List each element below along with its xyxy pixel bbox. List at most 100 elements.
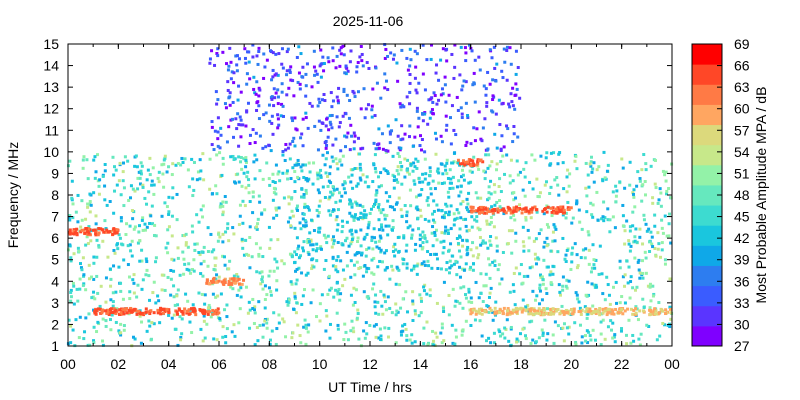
data-point — [625, 259, 629, 263]
data-point — [144, 273, 148, 277]
colorbar-tick-label: 36 — [734, 273, 750, 289]
data-point — [108, 307, 112, 311]
data-point — [284, 142, 288, 146]
data-point — [306, 126, 310, 130]
data-point — [388, 141, 392, 145]
y-tick-label: 11 — [44, 122, 59, 138]
data-point — [439, 240, 443, 244]
data-point — [523, 175, 527, 179]
data-point — [304, 84, 308, 88]
data-point — [587, 185, 591, 189]
data-point — [210, 143, 214, 147]
data-point — [208, 187, 212, 191]
data-point — [175, 294, 179, 298]
data-point — [476, 160, 480, 164]
data-point — [355, 260, 359, 264]
data-point — [82, 337, 86, 341]
data-point — [635, 307, 639, 311]
data-point — [302, 240, 306, 244]
data-point — [493, 132, 497, 136]
data-point — [317, 97, 321, 101]
data-point — [240, 184, 244, 188]
data-point — [274, 163, 278, 167]
data-point — [362, 213, 366, 217]
data-point — [578, 310, 582, 314]
data-point — [99, 227, 103, 231]
data-point — [71, 328, 75, 332]
data-point — [221, 200, 225, 204]
data-point — [324, 236, 328, 240]
data-point — [287, 86, 291, 90]
data-point — [466, 160, 470, 164]
x-tick-label: 08 — [262, 356, 278, 372]
data-point — [212, 337, 216, 341]
data-point — [111, 155, 115, 159]
data-point — [303, 288, 307, 292]
data-point — [394, 313, 398, 317]
data-point — [349, 49, 353, 53]
data-point — [181, 311, 185, 315]
data-point — [365, 332, 369, 336]
data-point — [117, 329, 121, 333]
data-point — [551, 239, 555, 243]
data-point — [555, 176, 559, 180]
data-point — [272, 216, 276, 220]
data-point — [562, 339, 566, 343]
data-point — [119, 333, 123, 337]
data-point — [464, 51, 468, 55]
data-point — [342, 90, 346, 94]
data-point — [444, 268, 448, 272]
data-point — [222, 255, 226, 259]
data-point — [647, 324, 651, 328]
data-point — [363, 209, 367, 213]
data-point — [152, 192, 156, 196]
data-point — [511, 179, 515, 183]
data-point — [124, 233, 128, 237]
data-point — [493, 306, 497, 310]
data-point — [496, 310, 500, 314]
data-point — [244, 160, 248, 164]
data-point — [114, 168, 118, 172]
data-point — [221, 325, 225, 329]
data-point — [529, 308, 533, 312]
data-point — [650, 242, 654, 246]
data-point — [237, 277, 241, 281]
data-point — [451, 175, 455, 179]
data-point — [80, 228, 84, 232]
data-point — [584, 186, 588, 190]
data-point — [491, 98, 495, 102]
data-point — [538, 191, 542, 195]
data-point — [205, 278, 209, 282]
data-point — [323, 99, 327, 103]
data-point — [311, 288, 315, 292]
data-point — [137, 224, 141, 228]
data-point — [104, 276, 108, 280]
data-point — [310, 104, 314, 108]
data-point — [397, 196, 401, 200]
data-point — [77, 336, 81, 340]
data-point — [479, 196, 483, 200]
data-point — [648, 285, 652, 289]
data-point — [417, 314, 421, 318]
data-point — [386, 199, 390, 203]
data-point — [349, 259, 353, 263]
data-point — [88, 343, 92, 347]
data-point — [67, 248, 71, 252]
data-point — [481, 126, 485, 130]
data-point — [372, 256, 376, 260]
data-point — [434, 71, 438, 75]
data-point — [243, 56, 247, 60]
data-point — [200, 250, 204, 254]
data-point — [549, 206, 553, 210]
data-point — [236, 172, 240, 176]
data-point — [128, 290, 132, 294]
data-point — [454, 259, 458, 263]
data-point — [629, 280, 633, 284]
data-point — [349, 329, 353, 333]
data-point — [235, 127, 239, 131]
data-point — [507, 206, 511, 210]
data-point — [440, 209, 444, 213]
data-point — [644, 271, 648, 275]
data-point — [94, 214, 98, 218]
data-point — [623, 273, 627, 277]
